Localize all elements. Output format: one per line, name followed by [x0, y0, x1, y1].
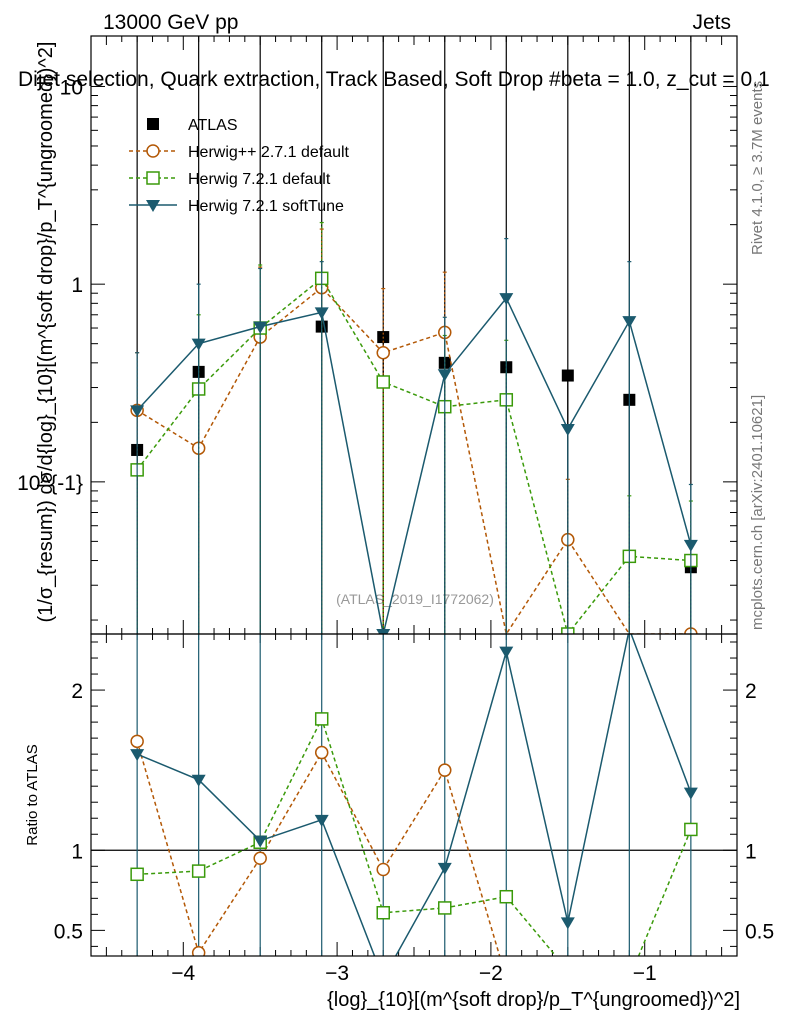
ratio-y-axis-label: Ratio to ATLAS: [24, 744, 41, 845]
plot-title: Dijet selection, Quark extraction, Track…: [18, 68, 770, 91]
x-tick-label: −3: [325, 962, 349, 985]
softtune-point: [130, 405, 145, 418]
herwig721-ratio-line: [137, 716, 692, 956]
herwig721-legend-label: Herwig 7.2.1 default: [188, 171, 331, 188]
softtune-ratio-point: [683, 787, 698, 800]
herwig721-ratio-point: [376, 905, 390, 920]
main-panel: 10^{-1} 1 10: [17, 36, 738, 634]
main-y-tick-label: 10: [60, 76, 83, 99]
ratio-y-tick-label: 0.5: [54, 920, 83, 943]
softtune-series-line: [136, 296, 692, 634]
ratio-y-tick-label: 2: [71, 680, 83, 703]
main-y-tick-label: 1: [71, 274, 83, 297]
ratio-y-tick-label: 1: [71, 840, 83, 863]
x-tick-label: −1: [633, 962, 657, 985]
herwigpp-series-line: [136, 286, 691, 634]
softtune-ratio-line: [136, 634, 692, 956]
ratio-y-tick-label-right: 0.5: [745, 920, 774, 943]
softtune-ratio-point: [130, 749, 145, 762]
softtune-point: [437, 369, 452, 382]
herwigpp-ratio-point: [191, 946, 206, 956]
softtune-point: [499, 293, 514, 306]
rivet-version-label: Rivet 4.1.0, ≥ 3.7M events: [749, 81, 766, 255]
softtune-point: [376, 629, 391, 634]
softtune-ratio-point: [499, 646, 514, 659]
ratio-plot-area: [130, 634, 698, 956]
x-axis-label: {log}_{10}[(m^{soft drop}/p_T^{ungroomed…: [327, 989, 740, 1011]
softtune-legend-label: Herwig 7.2.1 softTune: [188, 198, 344, 215]
softtune-point: [622, 316, 637, 329]
herwig721-ratio-point: [499, 889, 514, 904]
atlas-legend-label: ATLAS: [188, 117, 238, 134]
x-tick-label: −4: [171, 962, 195, 985]
ratio-panel-frame: [90, 633, 738, 957]
main-y-axis-label: (1/σ_{resum}) dσ/d{log}_{10}[(m^{soft dr…: [35, 42, 57, 623]
softtune-ratio-point: [437, 862, 452, 875]
softtune-point: [191, 338, 206, 351]
herwigpp-legend-label: Herwig++ 2.7.1 default: [188, 144, 350, 161]
herwig721-ratio-point: [314, 712, 329, 726]
herwig721-ratio-point: [130, 867, 144, 882]
softtune-point: [683, 539, 698, 552]
ratio-y-tick-label-right: 2: [745, 680, 757, 703]
herwigpp-ratio-point: [376, 862, 390, 877]
herwigpp-ratio-line: [136, 741, 501, 956]
main-y-tick-label: 10^{-1}: [17, 472, 83, 495]
herwigpp-ratio-point: [130, 734, 144, 749]
herwigpp-ratio-point: [438, 763, 452, 777]
energy-label: 13000 GeV pp: [103, 11, 238, 34]
herwig721-point: [376, 375, 390, 389]
herwig721-ratio-point: [684, 822, 698, 837]
herwig721-ratio-point: [191, 864, 206, 878]
herwig721-series-line: [136, 277, 691, 634]
legend: ATLAS Herwig++ 2.7.1 default Herwig 7.2.1 …: [129, 117, 350, 215]
softtune-ratio-point: [314, 814, 329, 827]
ratio-y-tick-label-right: 1: [745, 840, 757, 863]
herwigpp-ratio-point: [314, 745, 329, 760]
softtune-ratio-point: [253, 835, 268, 848]
atlas-point: [561, 369, 574, 382]
softtune-ratio-point: [191, 774, 206, 787]
x-tick-label: −2: [479, 962, 503, 985]
ratio-panel: −4 −3 −2 −1 0.5 0.5 1 1 2 2: [54, 634, 774, 985]
herwigpp-ratio-point: [253, 851, 267, 866]
atlas-legend-marker: [147, 118, 159, 130]
softtune-point: [314, 307, 329, 320]
herwigpp-point: [376, 345, 390, 360]
herwig721-ratio-point: [438, 901, 452, 915]
softtune-legend-marker: [146, 200, 160, 212]
softtune-point: [253, 321, 268, 334]
softtune-ratio-point: [560, 917, 575, 930]
herwigpp-legend-marker: [146, 144, 160, 158]
analysis-watermark: (ATLAS_2019_I1772062): [336, 591, 494, 607]
mcplots-label: mcplots.cern.ch [arXiv:2401.10621]: [749, 395, 766, 630]
herwig721-legend-marker: [146, 171, 160, 185]
process-label: Jets: [692, 11, 731, 34]
main-plot-area: [130, 36, 698, 634]
softtune-point: [560, 424, 575, 437]
